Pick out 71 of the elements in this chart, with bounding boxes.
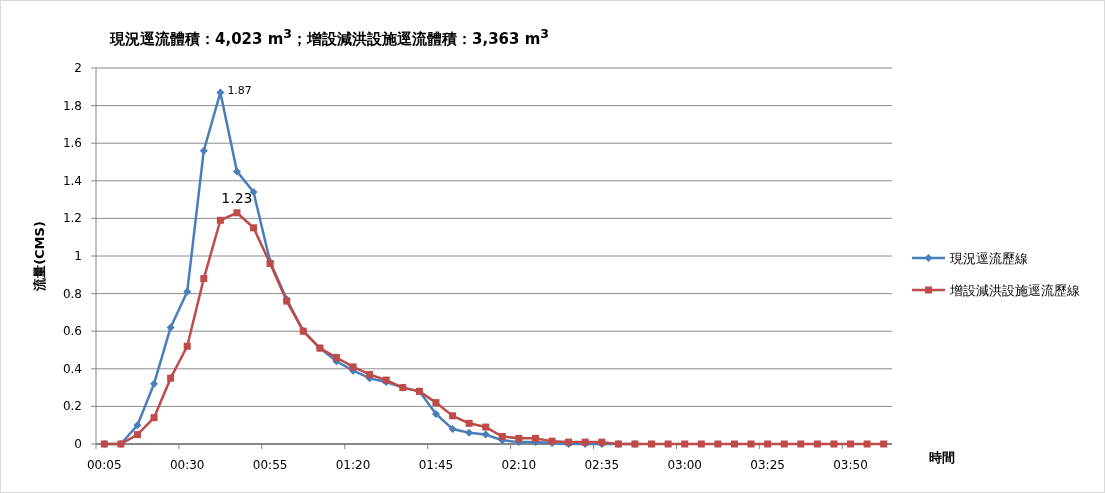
point <box>332 354 340 362</box>
point <box>183 342 191 350</box>
point <box>349 363 357 371</box>
chart-title: 現況逕流體積：4,023 m$^{3}$；增設減洪設施逕流體積：3,363 m$^{3}$ <box>110 26 550 49</box>
point <box>797 440 805 448</box>
point <box>531 434 539 442</box>
y-tick-label: 1.6 <box>62 136 82 151</box>
point <box>432 399 440 407</box>
y-tick-label: 1.8 <box>62 98 82 113</box>
point <box>515 434 523 442</box>
point <box>431 409 440 418</box>
point <box>448 424 457 433</box>
point <box>199 146 208 155</box>
point <box>366 370 374 378</box>
point <box>747 440 755 448</box>
y-tick-label: 0 <box>74 437 82 451</box>
point <box>764 440 772 448</box>
x-tick-label: 02:35 <box>584 458 620 472</box>
point <box>780 440 788 448</box>
point <box>166 323 175 332</box>
x-tick-label: 01:20 <box>335 458 371 472</box>
point <box>150 379 159 388</box>
point <box>150 414 158 422</box>
y-tick-label: 2 <box>74 61 82 75</box>
point <box>465 428 474 437</box>
point <box>863 440 871 448</box>
y-tick-label: 0.8 <box>62 286 82 301</box>
point <box>133 431 141 439</box>
point <box>880 440 888 448</box>
legend-label: 現況逕流歷線 <box>950 251 1028 266</box>
point <box>697 440 705 448</box>
point <box>482 423 490 431</box>
y-axis-title: 流量(CMS) <box>32 221 47 292</box>
y-tick-label: 0.2 <box>62 399 82 414</box>
x-tick-label: 00:30 <box>169 458 205 472</box>
point <box>664 440 672 448</box>
point <box>481 430 490 439</box>
x-tick-label: 02:10 <box>501 458 537 472</box>
x-tick-label: 00:05 <box>86 458 122 472</box>
point <box>813 440 821 448</box>
y-tick-label: 1.2 <box>62 211 82 226</box>
x-tick-label: 01:45 <box>418 458 454 472</box>
point <box>167 374 175 382</box>
point <box>498 432 506 440</box>
point <box>648 440 656 448</box>
data-label: 1.87 <box>227 84 252 98</box>
y-tick-label: 0.4 <box>62 361 82 376</box>
point <box>830 440 838 448</box>
data-label: 1.23 <box>221 189 253 206</box>
point <box>200 275 208 283</box>
y-tick-label: 1 <box>74 249 82 263</box>
point <box>216 216 224 224</box>
point <box>250 224 258 232</box>
x-tick-label: 03:50 <box>833 458 868 472</box>
x-tick-label: 00:55 <box>252 458 288 472</box>
point <box>847 440 855 448</box>
point <box>133 421 142 430</box>
point <box>465 419 473 427</box>
point <box>232 167 241 176</box>
point <box>681 440 689 448</box>
point <box>714 440 722 448</box>
y-tick-label: 1.4 <box>62 173 82 188</box>
point <box>449 412 457 420</box>
legend-label: 增設減洪設施逕流歷線 <box>949 283 1080 298</box>
x-tick-label: 03:25 <box>750 458 785 472</box>
x-axis-title: 時間 <box>929 450 955 465</box>
point <box>233 209 241 217</box>
point <box>730 440 738 448</box>
point <box>183 287 192 296</box>
y-tick-label: 0.6 <box>62 324 82 339</box>
x-tick-label: 03:00 <box>667 458 703 472</box>
